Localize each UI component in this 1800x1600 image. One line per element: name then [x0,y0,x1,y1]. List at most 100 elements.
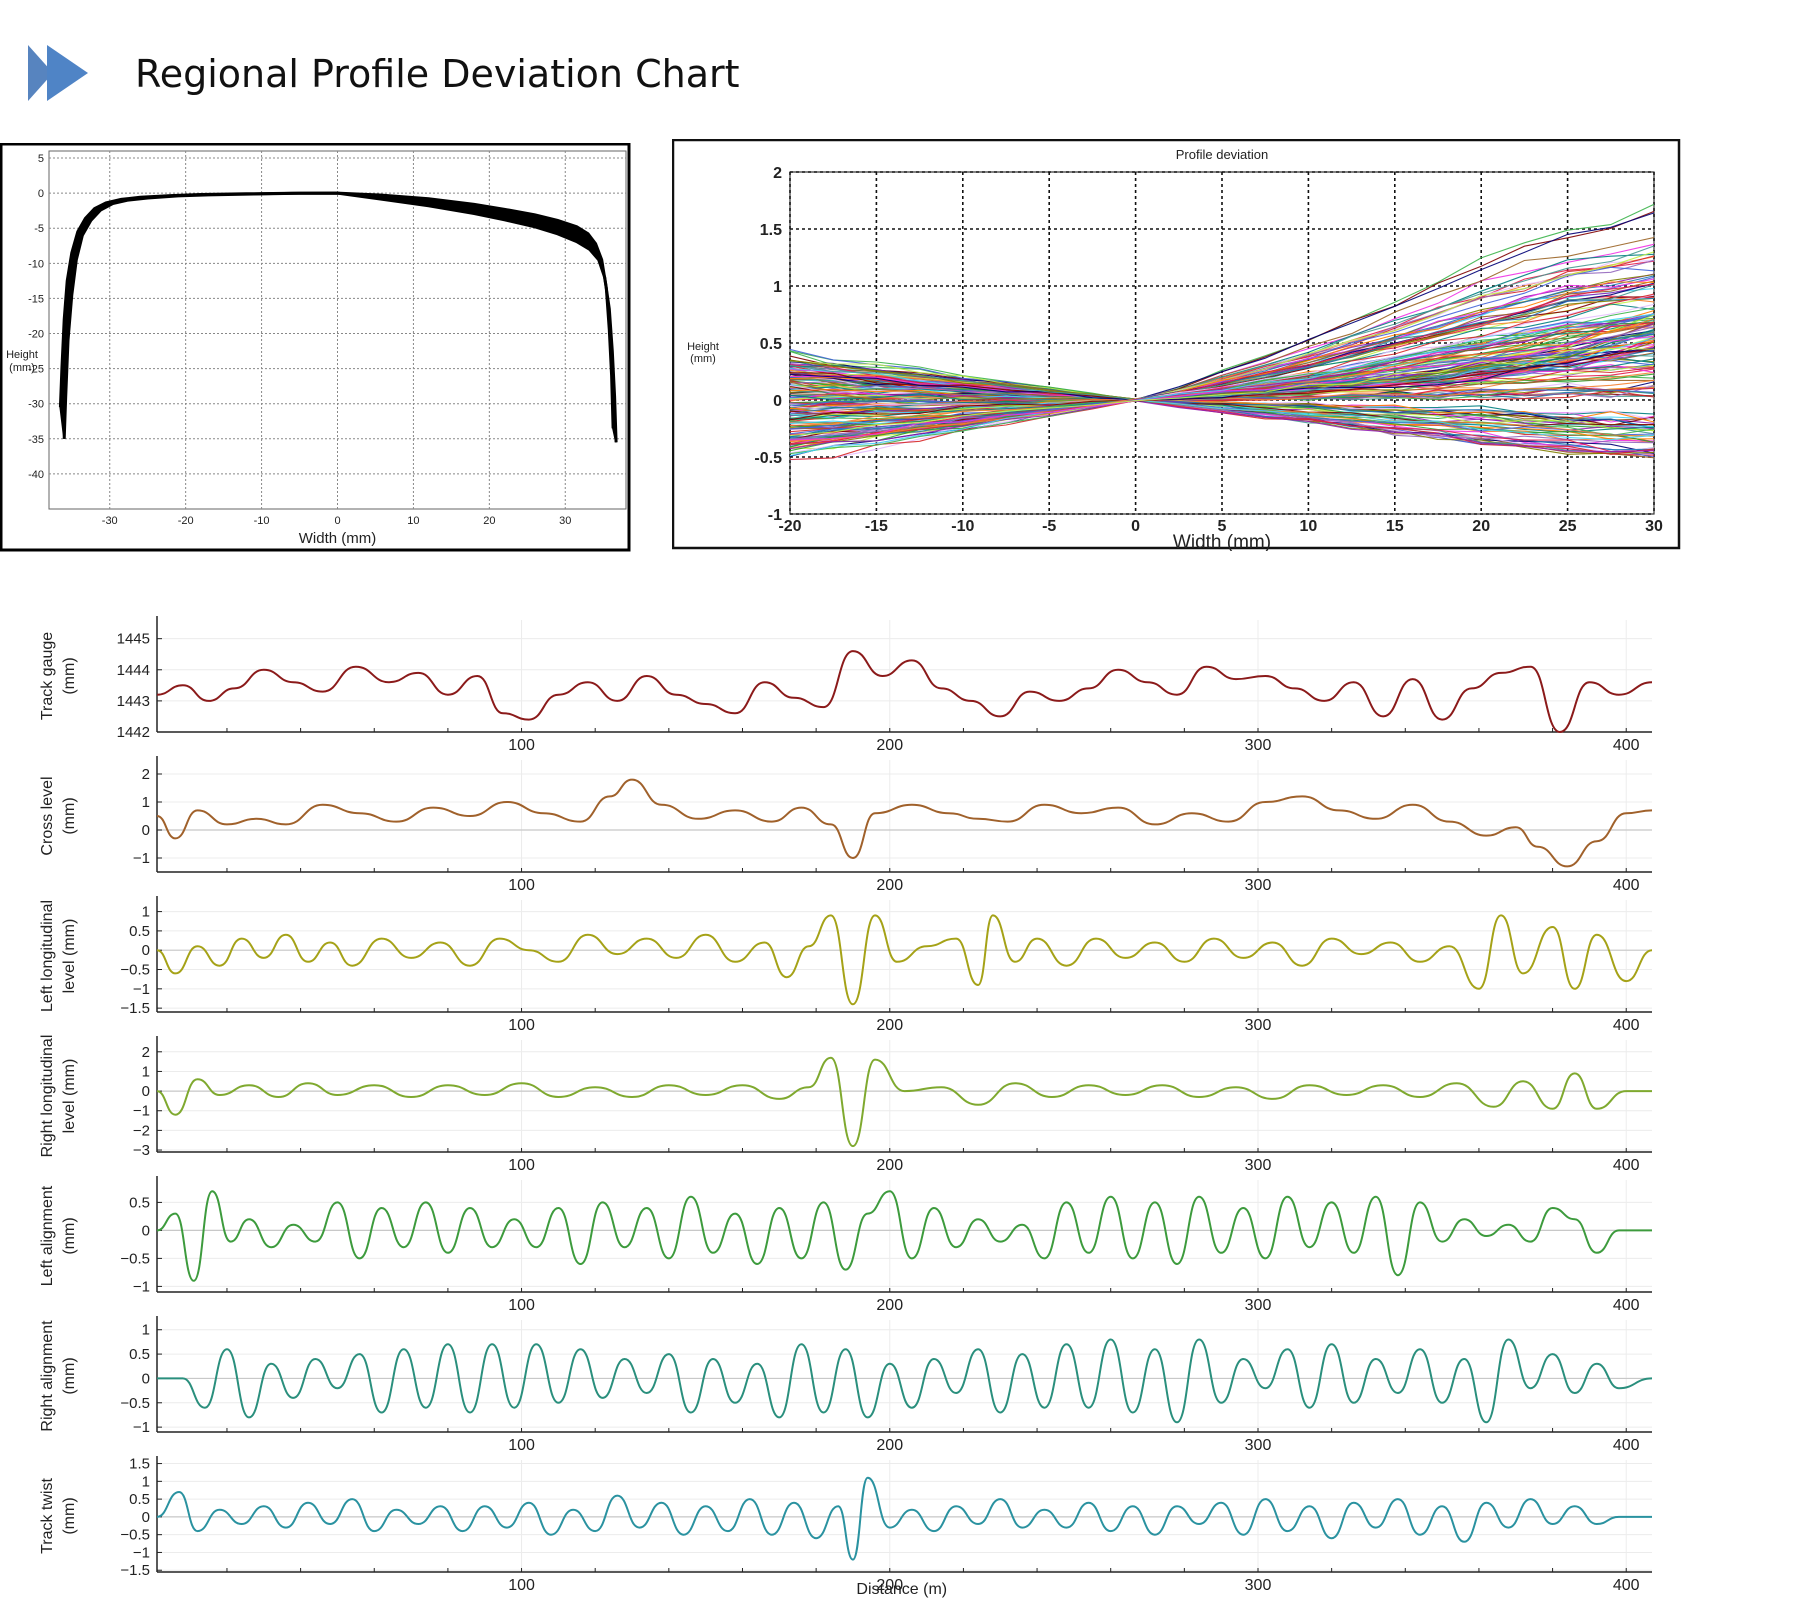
y-tick-label: 0 [142,822,150,839]
y-tick-label: 1.5 [760,222,782,239]
y-axis-label: (mm) [690,353,716,365]
y-tick-label: −1 [133,1278,150,1295]
x-tick-label: 400 [1613,1437,1640,1454]
panel-0: 1445 1444 1443 1442 100 200 300 400 Track gauge (… [39,616,1653,754]
trace-group [790,203,1654,461]
y-tick-label: −1 [133,1419,150,1436]
y-tick-label: −0.5 [120,962,150,979]
deviation-trace [790,203,1654,401]
y-tick-label: −0.5 [120,1395,150,1412]
y-tick-label: 0 [142,1370,150,1387]
series-line [156,1056,1652,1148]
x-axis-label: Width (mm) [299,530,377,547]
x-tick-label: 400 [1613,1017,1640,1034]
x-tick-label: 10 [1300,518,1318,535]
y-axis-label: level (mm) [61,919,78,994]
y-tick-label: −1 [133,850,150,867]
profile-line [62,191,618,443]
x-tick-label: -30 [102,515,118,527]
deviation-trace [790,330,1654,401]
y-tick-label: -5 [34,223,44,235]
series-line [156,914,1653,1006]
deviation-trace [790,283,1654,401]
y-tick-label: 0 [142,942,150,959]
y-tick-label: 1445 [117,631,150,648]
x-tick-label: 25 [1559,518,1577,535]
y-tick-label: 1 [142,1473,150,1490]
y-tick-label: -1 [768,507,782,524]
y-axis-label: (mm) [9,362,35,374]
y-tick-label: 0 [142,1222,150,1239]
x-tick-label: 300 [1245,1017,1272,1034]
deviation-trace [790,318,1654,443]
y-axis-label: Right alignment [39,1320,56,1432]
x-tick-label: 100 [508,1017,535,1034]
y-tick-label: 1.5 [129,1456,150,1473]
y-tick-label: 1443 [117,693,150,710]
x-tick-label: 200 [876,1017,903,1034]
y-tick-label: 5 [38,153,44,165]
x-tick-label: 400 [1613,1157,1640,1174]
rail-profile-chart: -30 -20 -10 0 10 20 30 5 0 -5 -10 -15 -20 -25 -30 -35 -4… [0,143,631,552]
y-tick-label: 1 [142,904,150,921]
x-tick-label: 0 [334,515,340,527]
y-tick-label: -25 [28,364,44,376]
x-tick-label: 100 [508,1297,535,1314]
deviation-trace [790,293,1654,461]
x-tick-label: 300 [1245,737,1272,754]
y-axis-label: Track gauge [39,632,56,720]
x-tick-label: 300 [1245,877,1272,894]
y-tick-label: 1442 [117,724,150,741]
y-tick-label: 0.5 [129,923,150,940]
page-title: Regional Profile Deviation Chart [135,52,740,96]
y-axis-label: level (mm) [61,1059,78,1134]
y-tick-label: -30 [28,399,44,411]
x-tick-label: 30 [1645,518,1663,535]
y-axis-label: Right longitudinal [39,1035,56,1158]
y-tick-label: -35 [28,434,44,446]
y-axis-label: (mm) [61,797,78,834]
chart-title: Profile deviation [1176,147,1269,162]
y-tick-label: 1 [142,794,150,811]
x-tick-label: 200 [876,1437,903,1454]
panel-6: 1.510.50−0.5−1−1.5 100 200 300 400 Track twis… [39,1456,1652,1594]
y-tick-label: −1 [133,1544,150,1561]
y-tick-label: 1444 [117,662,150,679]
x-tick-label: 300 [1245,1297,1272,1314]
x-tick-label: -10 [254,515,270,527]
panel-5: 1 0.5 0 −0.5 −1 100 200 300 400 Right alignment (m… [39,1316,1653,1454]
x-tick-label: 400 [1613,737,1640,754]
x-tick-label: 400 [1613,1577,1640,1594]
y-axis-label: Cross level [39,776,56,855]
series-line [156,1190,1652,1282]
deviation-trace [790,313,1654,457]
x-axis-label: Distance (m) [856,1581,947,1598]
y-tick-label: 0 [38,188,44,200]
x-tick-label: 100 [508,1437,535,1454]
y-tick-label: 0.5 [129,1346,150,1363]
x-tick-label: 200 [876,1297,903,1314]
panel-1: 2 1 0 −1 100 200 300 400 Cross level (mm) [39,756,1653,894]
x-tick-label: -20 [178,515,194,527]
y-tick-label: 1 [773,279,782,296]
y-tick-label: −1.5 [120,1000,150,1017]
x-tick-label: 300 [1245,1157,1272,1174]
y-tick-label: −0.5 [120,1250,150,1267]
double-chevron-right-icon [26,40,90,111]
series-line [157,1338,1653,1424]
y-tick-label: −1 [133,981,150,998]
y-tick-label: -20 [28,329,44,341]
x-tick-label: 400 [1613,877,1640,894]
y-axis-label: (mm) [61,1497,78,1534]
y-tick-label: −1.5 [120,1562,150,1579]
x-tick-label: 15 [1386,518,1404,535]
y-tick-label: 1 [142,1063,150,1080]
x-tick-label: 20 [483,515,495,527]
y-tick-label: 2 [142,1044,150,1061]
x-tick-label: -5 [1042,518,1056,535]
x-tick-label: 100 [508,737,535,754]
x-tick-label: 10 [407,515,419,527]
x-tick-label: 400 [1613,1297,1640,1314]
x-tick-label: 30 [559,515,571,527]
